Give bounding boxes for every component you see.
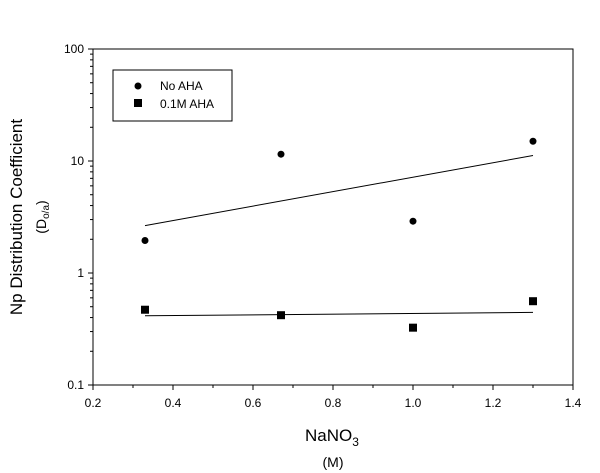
x-axis-unit: (M): [323, 454, 344, 470]
y-tick-label: 100: [64, 42, 84, 56]
x-tick-label: 0.4: [165, 396, 182, 410]
y-axis-unit: (Do/a): [33, 200, 52, 233]
x-tick-label: 0.8: [325, 396, 342, 410]
y-axis-title: Np Distribution Coefficient: [7, 119, 26, 315]
data-point-series-1: [141, 305, 149, 314]
data-point-series-0: [409, 217, 417, 225]
x-axis-ticks: 0.2 0.4 0.6 0.8 1.0 1.2 1.4: [85, 385, 582, 410]
data-point-series-1: [529, 297, 537, 306]
data-point-series-1: [277, 311, 285, 320]
y-tick-label: 10: [71, 154, 85, 168]
legend: No AHA 0.1M AHA: [112, 69, 233, 122]
trend-line-series-1: [144, 311, 534, 317]
x-tick-label: 1.4: [565, 396, 582, 410]
data-points: [141, 137, 537, 332]
x-tick-label: 1.0: [405, 396, 422, 410]
data-point-series-1: [409, 323, 417, 332]
y-tick-label: 0.1: [67, 378, 84, 392]
legend-label-no-aha: No AHA: [160, 79, 203, 93]
trend-lines: [144, 154, 534, 317]
x-tick-label: 0.2: [85, 396, 102, 410]
x-tick-label: 1.2: [485, 396, 502, 410]
legend-marker-aha: [134, 99, 142, 107]
data-point-series-0: [141, 237, 149, 245]
trend-line-series-0: [144, 154, 534, 227]
legend-marker-no-aha: [134, 82, 142, 90]
x-tick-label: 0.6: [245, 396, 262, 410]
y-tick-label: 1: [77, 266, 84, 280]
legend-label-aha: 0.1M AHA: [160, 97, 214, 111]
x-axis-title: NaNO3: [305, 426, 359, 449]
legend-box: [112, 69, 233, 122]
data-point-series-0: [529, 137, 537, 145]
y-axis-ticks: 0.1 1 10 100: [64, 42, 93, 392]
data-point-series-0: [277, 150, 285, 158]
